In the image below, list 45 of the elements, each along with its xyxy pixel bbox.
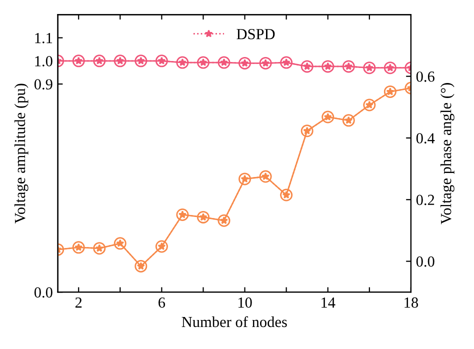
point (238, 172, 252, 186)
y2-tick-label: 0.4 (416, 133, 435, 144)
point (384, 85, 396, 98)
point (196, 56, 210, 69)
point (259, 56, 272, 70)
point (176, 56, 189, 69)
point (155, 240, 168, 253)
point (280, 188, 293, 202)
y-axis-title: Voltage amplitude (pu) (14, 84, 28, 224)
point (342, 60, 355, 73)
point (322, 110, 334, 124)
y-tick-label: 0.9 (34, 79, 52, 90)
y2-tick-label: 0.6 (416, 71, 434, 82)
point (114, 54, 126, 68)
point (218, 214, 230, 227)
x-tick-label: 6 (158, 297, 166, 308)
point (114, 237, 126, 250)
point (363, 98, 376, 112)
point (72, 241, 85, 254)
x-tick-label: 18 (404, 297, 418, 308)
legend-label: DSPD (236, 28, 275, 40)
point (280, 56, 293, 69)
point (300, 60, 314, 73)
point (363, 62, 376, 74)
point (384, 62, 396, 74)
point (72, 54, 85, 68)
point (342, 114, 355, 127)
x-tick-label: 14 (322, 297, 336, 308)
point (259, 170, 272, 183)
y-tick-label: 1.0 (35, 56, 52, 66)
y2-axis-title: Voltage phase angle (°) (440, 83, 454, 224)
point (196, 210, 210, 224)
y-tick-label: 0.0 (34, 287, 52, 298)
point (176, 208, 189, 221)
x-axis-title: Number of nodes (182, 316, 287, 328)
point (93, 54, 106, 68)
y-tick-label: 1.1 (35, 32, 52, 44)
y2-tick-label: 0.0 (416, 256, 434, 267)
x-tick-label: 2 (75, 297, 82, 308)
y2-tick-label: 0.2 (416, 194, 434, 206)
point (322, 60, 334, 73)
point (134, 54, 148, 68)
point (155, 54, 168, 68)
point (238, 56, 252, 70)
x-tick-label: 10 (238, 297, 252, 308)
